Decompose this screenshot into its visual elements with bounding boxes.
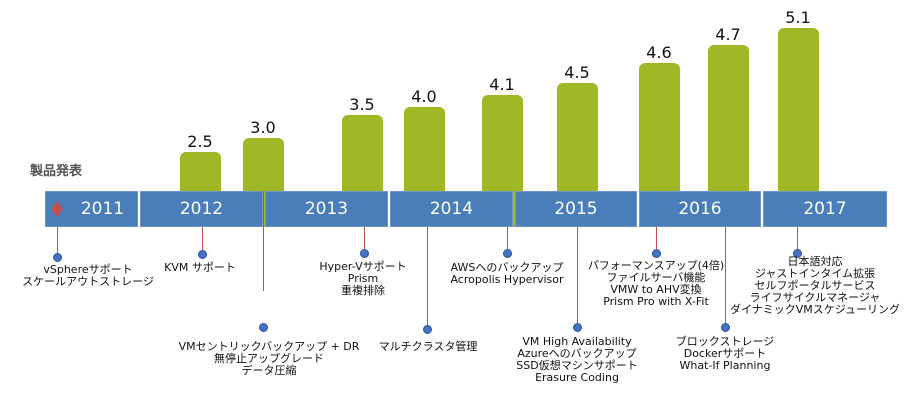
connector-line bbox=[725, 227, 726, 325]
feature-line: ジャストインタイム拡張 bbox=[754, 267, 876, 280]
feature-line: KVM サポート bbox=[164, 261, 236, 274]
dot-icon bbox=[793, 249, 802, 258]
year-label: 2013 bbox=[304, 199, 349, 219]
feature-2013-hyperv: Hyper-Vサポート Prism 重複排除 bbox=[319, 261, 406, 297]
dot-icon bbox=[259, 323, 268, 332]
section-title: 製品発表 bbox=[30, 164, 83, 179]
year-2015: 2015 bbox=[515, 191, 637, 227]
connector-line bbox=[656, 227, 657, 253]
dot-icon bbox=[503, 249, 512, 258]
version-label: 4.1 bbox=[489, 75, 515, 94]
dot-icon bbox=[423, 325, 432, 334]
year-2014: 2014 bbox=[390, 191, 513, 227]
feature-2016-performance: パフォーマンスアップ(4倍) ファイルサーバ機能 VMW to AHV変換 Prism… bbox=[588, 260, 724, 308]
version-label: 5.1 bbox=[785, 8, 811, 27]
version-label: 4.6 bbox=[646, 43, 672, 62]
feature-line: SSD仮想マシンサポート bbox=[516, 359, 638, 372]
dot-icon bbox=[652, 249, 661, 258]
connector-line bbox=[364, 227, 365, 253]
version-label: 4.5 bbox=[564, 63, 590, 82]
feature-line: What-If Planning bbox=[679, 359, 771, 372]
feature-2017: 日本語対応 ジャストインタイム拡張 セルフポータルサービス ライフサイクルマネージャダ… bbox=[730, 256, 900, 316]
feature-line: Prism Pro with X-Fit bbox=[603, 295, 709, 308]
feature-2012-kvm: KVM サポート bbox=[164, 262, 236, 274]
version-label: 4.0 bbox=[411, 87, 437, 106]
feature-line: Acropolis Hypervisor bbox=[450, 273, 564, 286]
feature-line: Erasure Coding bbox=[535, 371, 619, 384]
year-2012: 2012 bbox=[140, 191, 263, 227]
dot-icon bbox=[53, 253, 62, 262]
year-2017: 2017 bbox=[763, 191, 887, 227]
feature-line: マルチクラスタ管理 bbox=[378, 340, 478, 353]
version-label: 3.0 bbox=[250, 118, 276, 137]
version-label: 2.5 bbox=[187, 132, 213, 151]
dot-icon bbox=[721, 323, 730, 332]
feature-line: AWSへのバックアップ bbox=[450, 261, 564, 274]
year-label: 2012 bbox=[179, 199, 224, 219]
connector-line bbox=[202, 227, 203, 255]
version-label: 3.5 bbox=[349, 95, 375, 114]
year-2016: 2016 bbox=[639, 191, 761, 227]
year-label: 2014 bbox=[429, 199, 474, 219]
feature-line: VMW to AHV変換 bbox=[610, 283, 702, 296]
connector-line bbox=[507, 227, 508, 253]
connector-line bbox=[57, 227, 58, 257]
dot-icon bbox=[573, 323, 582, 332]
feature-2016-block: ブロックストレージ Dockerサポート What-If Planning bbox=[676, 336, 774, 372]
version-label: 4.7 bbox=[715, 25, 741, 44]
feature-2015-ha: VM High Availability Azureへのバックアップ SSD仮想マシ… bbox=[516, 336, 637, 384]
feature-line: Azureへのバックアップ bbox=[517, 347, 637, 360]
feature-line: Hyper-Vサポート bbox=[319, 260, 407, 273]
feature-line: ブロックストレージ bbox=[675, 335, 775, 348]
dot-icon bbox=[198, 250, 207, 259]
feature-2014-multicluster: マルチクラスタ管理 bbox=[379, 341, 478, 353]
feature-2012-backup: VMセントリックバックアップ + DR 無停止アップグレード データ圧縮 bbox=[179, 341, 360, 377]
feature-line: パフォーマンスアップ(4倍) bbox=[587, 259, 725, 272]
feature-line: Prism bbox=[347, 272, 379, 285]
feature-line: 重複排除 bbox=[340, 284, 385, 297]
diamond-marker-icon bbox=[51, 201, 63, 217]
feature-line: ダイナミックVMスケジューリング bbox=[729, 303, 901, 316]
feature-line: 無停止アップグレード bbox=[213, 352, 324, 365]
feature-line: 日本語対応 bbox=[787, 255, 843, 268]
feature-line: VMセントリックバックアップ + DR bbox=[178, 340, 360, 353]
feature-line: vSphereサポート bbox=[43, 263, 133, 276]
feature-line: セルフポータルサービス bbox=[754, 279, 876, 292]
year-label: 2015 bbox=[554, 199, 598, 219]
feature-line: Dockerサポート bbox=[683, 347, 767, 360]
connector-line bbox=[797, 227, 798, 253]
connector-line bbox=[577, 227, 578, 325]
feature-2011: vSphereサポート スケールアウトストレージ bbox=[22, 264, 154, 288]
feature-line: データ圧縮 bbox=[241, 364, 297, 377]
feature-line: VM High Availability bbox=[522, 335, 632, 348]
year-label: 2016 bbox=[678, 199, 722, 219]
feature-line: ライフサイクルマネージャ bbox=[749, 291, 881, 304]
feature-2014-aws: AWSへのバックアップ Acropolis Hypervisor bbox=[450, 262, 563, 286]
year-label: 2011 bbox=[80, 199, 125, 219]
dot-icon bbox=[360, 249, 369, 258]
year-label: 2017 bbox=[803, 199, 847, 219]
year-2013: 2013 bbox=[265, 191, 388, 227]
connector-line bbox=[263, 191, 264, 291]
connector-line bbox=[427, 227, 428, 327]
feature-line: スケールアウトストレージ bbox=[22, 275, 154, 288]
feature-line: ファイルサーバ機能 bbox=[606, 271, 706, 284]
